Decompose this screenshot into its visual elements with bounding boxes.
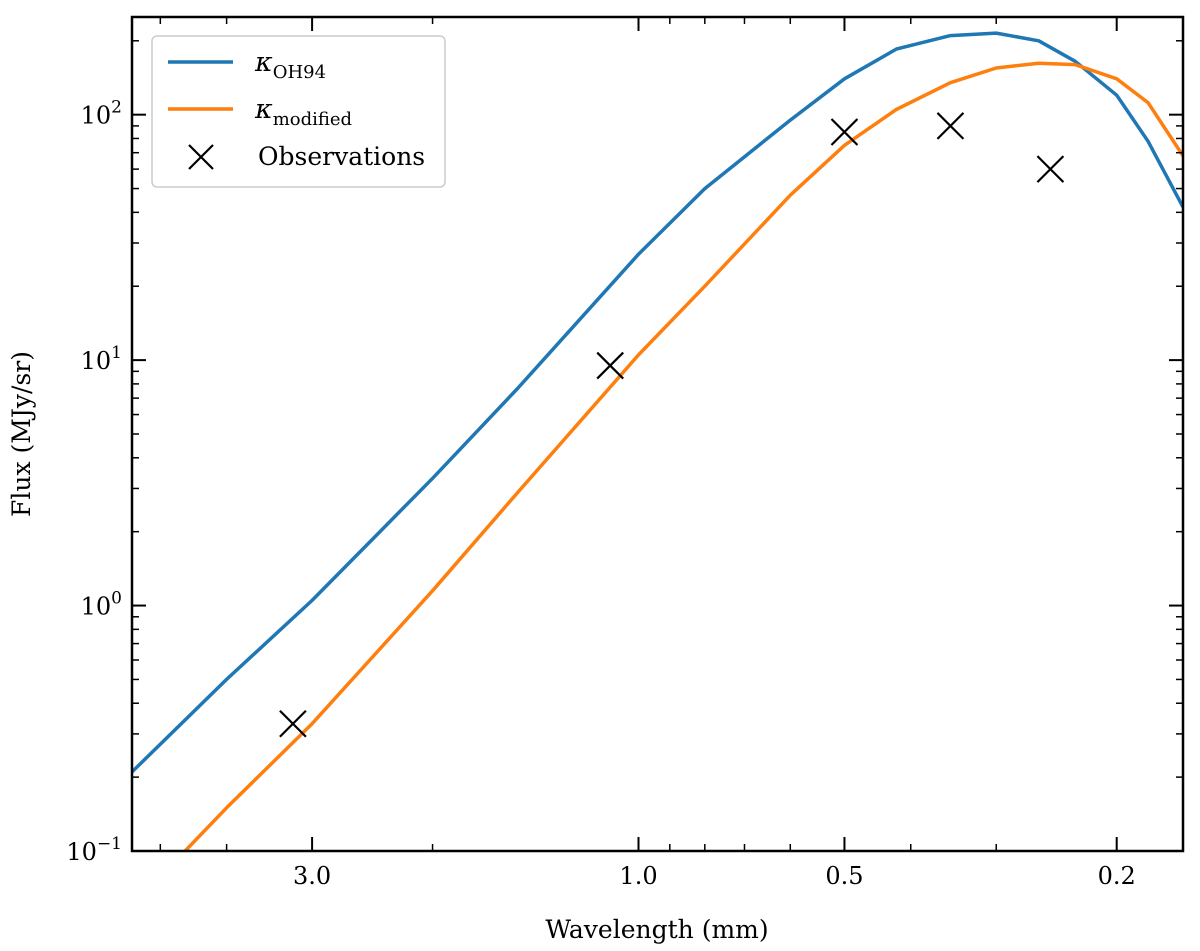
x-axis-label: Wavelength (mm) xyxy=(545,915,768,944)
legend-label-observations: Observations xyxy=(258,142,425,171)
legend-label-0: κOH94 xyxy=(254,47,326,83)
legend-swatch-observations xyxy=(188,144,214,170)
observation-marker xyxy=(1036,155,1065,183)
y-tick-label: 102 xyxy=(81,98,122,130)
x-tick-label: 1.0 xyxy=(619,862,657,890)
x-tick-label: 0.2 xyxy=(1098,862,1136,890)
axis-ticks: 10−1 100 101 102 3.0 1.0 0.5 0.2 xyxy=(66,17,1183,890)
observation-marker xyxy=(596,351,624,380)
y-tick-label: 10−1 xyxy=(66,834,122,866)
y-axis-label: Flux (MJy/sr) xyxy=(7,351,36,517)
x-tick-label: 0.5 xyxy=(825,862,863,890)
legend-label-1: κmodified xyxy=(254,94,352,130)
legend: κOH94 κmodified Observations xyxy=(151,35,446,188)
y-tick-label: 101 xyxy=(81,343,122,375)
observation-marker xyxy=(279,709,307,738)
observation-marker xyxy=(936,112,965,140)
series-line-1 xyxy=(183,61,1183,851)
x-tick-label: 3.0 xyxy=(293,862,331,890)
observation-marker xyxy=(830,118,859,146)
series-line-0 xyxy=(132,31,1183,774)
legend-box xyxy=(151,35,446,188)
y-tick-label: 100 xyxy=(81,589,122,621)
plot-area xyxy=(132,31,1183,851)
